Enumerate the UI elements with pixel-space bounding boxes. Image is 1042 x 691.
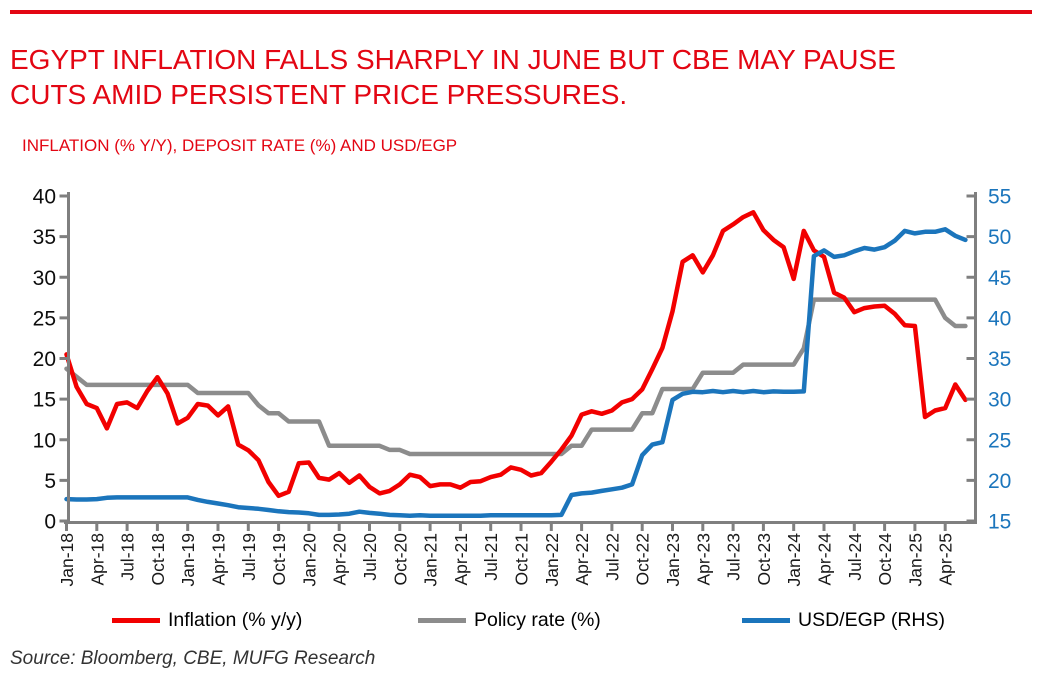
x-axis-tick-label: Apr-21	[451, 533, 471, 586]
left-axis-tick-label: 25	[33, 307, 56, 330]
x-axis-tick-label: Jul-21	[481, 533, 501, 581]
x-axis-tick-label: Jul-23	[724, 533, 744, 581]
left-axis-tick-label: 0	[44, 511, 56, 534]
policy-rate-line-swatch	[418, 617, 466, 623]
right-axis-tick-label: 35	[988, 348, 1011, 371]
right-axis-tick-label: 30	[988, 389, 1011, 412]
right-axis-tick-label: 15	[988, 511, 1011, 534]
x-axis-tick-label: Jan-20	[299, 533, 319, 587]
x-axis-tick-label: Apr-24	[815, 533, 835, 586]
series-line-inflation	[64, 210, 968, 499]
left-axis-tick-label: 40	[33, 186, 56, 209]
page-title-line1: EGYPT INFLATION FALLS SHARPLY IN JUNE BU…	[10, 44, 896, 75]
x-axis-tick-label: Oct-21	[512, 533, 532, 586]
chart-legend: Inflation (% y/y) Policy rate (%) USD/EG…	[0, 604, 1042, 636]
page-title-line2: CUTS AMID PERSISTENT PRICE PRESSURES.	[10, 79, 628, 110]
x-axis-tick-label: Oct-23	[754, 533, 774, 586]
x-axis-tick-label: Jul-20	[360, 533, 380, 581]
x-axis-tick-label: Jul-24	[845, 533, 865, 581]
x-axis-tick-label: Apr-23	[693, 533, 713, 586]
x-axis-tick-label: Oct-19	[269, 533, 289, 586]
x-axis-tick-label: Jul-22	[602, 533, 622, 581]
right-axis-tick-label: 45	[988, 267, 1011, 290]
x-axis-tick-label: Oct-18	[148, 533, 168, 586]
x-axis-tick-label: Jan-22	[542, 533, 562, 587]
x-axis-tick-label: Jan-19	[178, 533, 198, 587]
usdegp-line-swatch	[742, 617, 790, 623]
right-axis-tick-label: 55	[988, 186, 1011, 209]
x-axis-tick-label: Oct-24	[875, 533, 895, 586]
series-line-usdegp	[64, 227, 968, 518]
left-axis-tick-label: 5	[44, 470, 56, 493]
inflation-line-swatch	[112, 617, 160, 623]
right-axis-tick-label: 20	[988, 470, 1011, 493]
x-axis-tick-label: Apr-22	[572, 533, 592, 586]
chart-subtitle: INFLATION (% Y/Y), DEPOSIT RATE (%) AND …	[22, 136, 458, 155]
x-axis-tick-label: Jan-25	[905, 533, 925, 587]
top-accent-rule	[10, 10, 1032, 14]
x-axis-tick-label: Jan-24	[784, 533, 804, 587]
x-axis-tick-label: Jul-18	[118, 533, 138, 581]
x-axis-tick-label: Apr-18	[87, 533, 107, 586]
x-axis-tick-label: Oct-22	[633, 533, 653, 586]
legend-label-usdegp: USD/EGP (RHS)	[798, 608, 945, 631]
x-axis-tick-label: Apr-19	[209, 533, 229, 586]
x-axis-tick-label: Jul-19	[239, 533, 259, 581]
source-note: Source: Bloomberg, CBE, MUFG Research	[10, 648, 376, 669]
right-axis-tick-label: 50	[988, 226, 1011, 249]
x-axis-tick-label: Oct-20	[390, 533, 410, 586]
series-line-policy-rate	[64, 297, 968, 457]
right-axis-tick-label: 25	[988, 429, 1011, 452]
x-axis-tick-label: Apr-25	[936, 533, 956, 586]
x-axis-tick-label: Apr-20	[330, 533, 350, 586]
legend-item-usdegp: USD/EGP (RHS)	[742, 604, 945, 636]
legend-item-inflation: Inflation (% y/y)	[112, 604, 302, 636]
page-title: EGYPT INFLATION FALLS SHARPLY IN JUNE BU…	[10, 42, 1020, 112]
left-axis-tick-label: 30	[33, 267, 56, 290]
left-axis-tick-label: 35	[33, 226, 56, 249]
x-axis-tick-label: Jan-21	[421, 533, 441, 587]
left-axis-tick-label: 15	[33, 389, 56, 412]
legend-label-policy-rate: Policy rate (%)	[474, 608, 601, 631]
left-axis-tick-label: 10	[33, 429, 56, 452]
legend-item-policy-rate: Policy rate (%)	[418, 604, 601, 636]
x-axis-tick-label: Jan-18	[57, 533, 77, 587]
legend-label-inflation: Inflation (% y/y)	[168, 608, 303, 631]
x-axis-tick-label: Jan-23	[663, 533, 683, 587]
right-axis-tick-label: 40	[988, 307, 1011, 330]
left-axis-tick-label: 20	[33, 348, 56, 371]
